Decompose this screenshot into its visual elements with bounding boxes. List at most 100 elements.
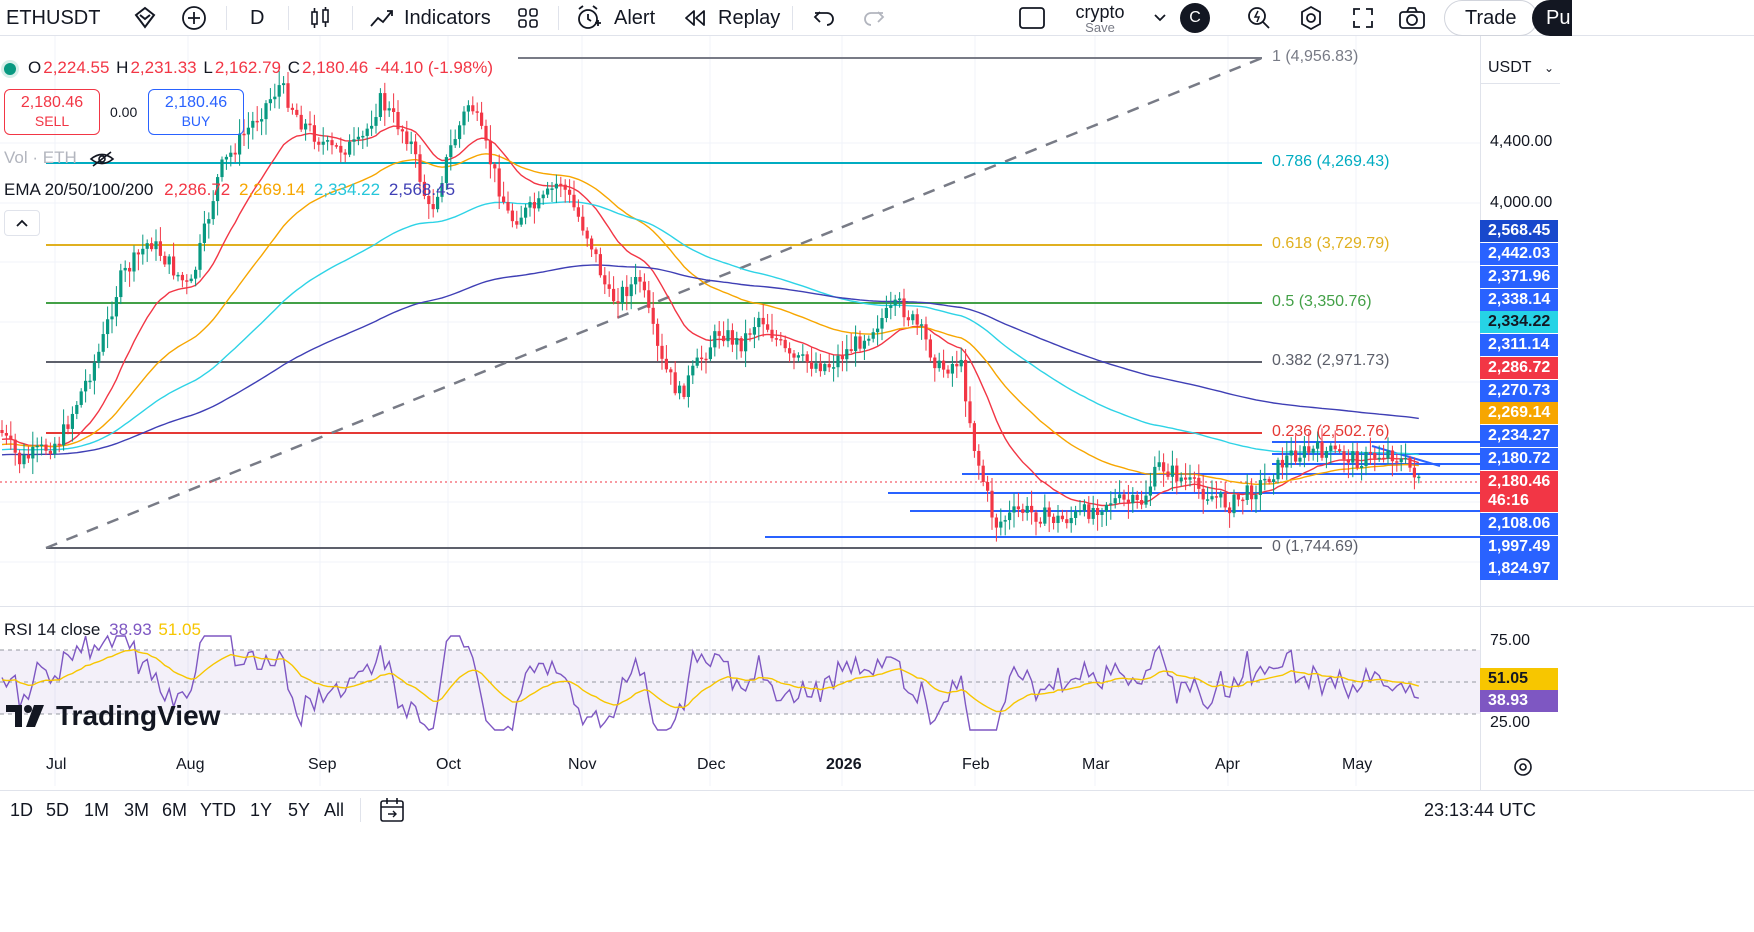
utc-clock[interactable]: 23:13:44 UTC [1423,800,1536,820]
tradingview-wordmark: TradingView [56,700,221,731]
indicators-button[interactable]: Indicators [368,0,491,36]
screenshot-button[interactable] [1396,0,1428,36]
chart-type-button[interactable] [306,0,334,36]
candle-body [290,107,294,110]
layout-name-button[interactable]: crypto Save [1066,0,1134,36]
candle-body [352,139,356,142]
candle-body [70,413,74,429]
candle-body [893,299,897,306]
plus-circle-icon [182,6,206,30]
candle-body [427,195,431,205]
rsi-legend[interactable]: RSI 14 close 38.93 51.05 [4,620,201,640]
candle-body [475,111,479,113]
candle-body [163,255,167,265]
fullscreen-button[interactable] [1348,0,1378,36]
candle-body [1351,451,1355,463]
candle-body [1250,485,1254,500]
candle-body [110,316,114,320]
candle-body [502,196,506,203]
range-button-ytd[interactable]: YTD [200,800,236,820]
candle-body [902,298,906,318]
candle-body [1197,477,1201,489]
compare-symbol-button[interactable] [178,0,210,36]
templates-button[interactable] [514,0,542,36]
candle-body [286,83,290,108]
candle-body [374,117,378,126]
layout-name: crypto [1075,1,1125,22]
currency-label: USDT [1488,58,1532,76]
candle-body [88,380,92,383]
date-label: Sep [308,756,337,773]
quick-search-button[interactable] [1244,0,1274,36]
range-button-5y[interactable]: 5Y [288,800,311,820]
candle-body [1131,494,1135,504]
go-to-date-button[interactable] [378,796,406,829]
date-label: Nov [568,756,597,773]
horizontal-lines[interactable] [0,441,1480,538]
alert-button[interactable]: Alert [574,0,655,36]
pane-divider[interactable] [0,606,1754,607]
range-button-3m[interactable]: 3M [124,800,150,820]
exchange-logo-icon[interactable] [130,0,160,36]
price-chart[interactable] [0,36,1480,786]
candle-body [1148,486,1152,496]
candle-body [673,372,677,394]
rewind-icon [685,10,705,26]
axis-settings-button[interactable] [1512,756,1534,783]
candle-body [999,521,1003,528]
range-button-1y[interactable]: 1Y [250,800,273,820]
interval-button[interactable]: D [250,0,264,36]
candle-body [964,359,968,402]
candle-body [884,307,888,318]
collapse-legend-button[interactable] [4,210,40,236]
user-menu-button[interactable]: C [1180,0,1210,36]
candle-body [906,317,910,321]
layout-select-button[interactable] [1016,0,1048,36]
trade-button[interactable]: Trade [1444,0,1538,36]
candle-body [387,108,391,111]
undo-button[interactable] [810,0,838,36]
fibonacci-retracement[interactable] [45,56,1263,550]
candle-body [1140,500,1144,505]
gear-icon [1301,5,1321,31]
candle-body [1390,450,1394,462]
symbol-search[interactable]: ETHUSDT [6,0,100,36]
fib-level-label: 1 (4,956.83) [1272,48,1359,65]
settings-button[interactable] [1296,0,1326,36]
range-button-1m[interactable]: 1M [84,800,110,820]
tradingview-logo[interactable]: TradingView [6,700,220,732]
candle-body [730,330,734,345]
date-label: 2026 [826,756,862,773]
candle-body [176,274,180,277]
candle-body [1228,507,1232,514]
range-button-1d[interactable]: 1D [10,800,34,820]
hidden-eye-icon[interactable] [89,150,115,168]
candle-body [26,455,30,459]
candle-body [295,109,299,115]
volume-legend[interactable]: Vol · ETH [4,148,115,168]
candle-body [871,332,875,339]
candle-body [766,324,770,330]
trade-label: Trade [1465,6,1517,29]
range-button-5d[interactable]: 5D [46,800,70,820]
range-button-6m[interactable]: 6M [162,800,188,820]
range-button-all[interactable]: All [324,800,345,820]
avatar: C [1180,3,1210,33]
candle-body [224,156,228,160]
redo-button[interactable] [860,0,888,36]
currency-select[interactable]: USDT ⌄ [1480,52,1560,84]
ema-legend[interactable]: EMA 20/50/100/200 2,286.72 2,269.14 2,33… [4,180,455,200]
price-tag: 2,334.22 [1480,311,1558,333]
sell-button[interactable]: 2,180.46 SELL [4,89,100,135]
publish-button[interactable]: Pu [1532,0,1572,36]
candle-body [1360,465,1364,468]
candle-body [1082,504,1086,511]
candle-body [651,307,655,324]
candle-body [840,355,844,360]
candle-body [1135,494,1139,501]
layout-dropdown-button[interactable] [1150,0,1170,36]
candle-body [805,354,809,363]
candle-body [264,103,268,120]
replay-button[interactable]: Replay [682,0,780,36]
buy-button[interactable]: 2,180.46 BUY [148,89,244,135]
